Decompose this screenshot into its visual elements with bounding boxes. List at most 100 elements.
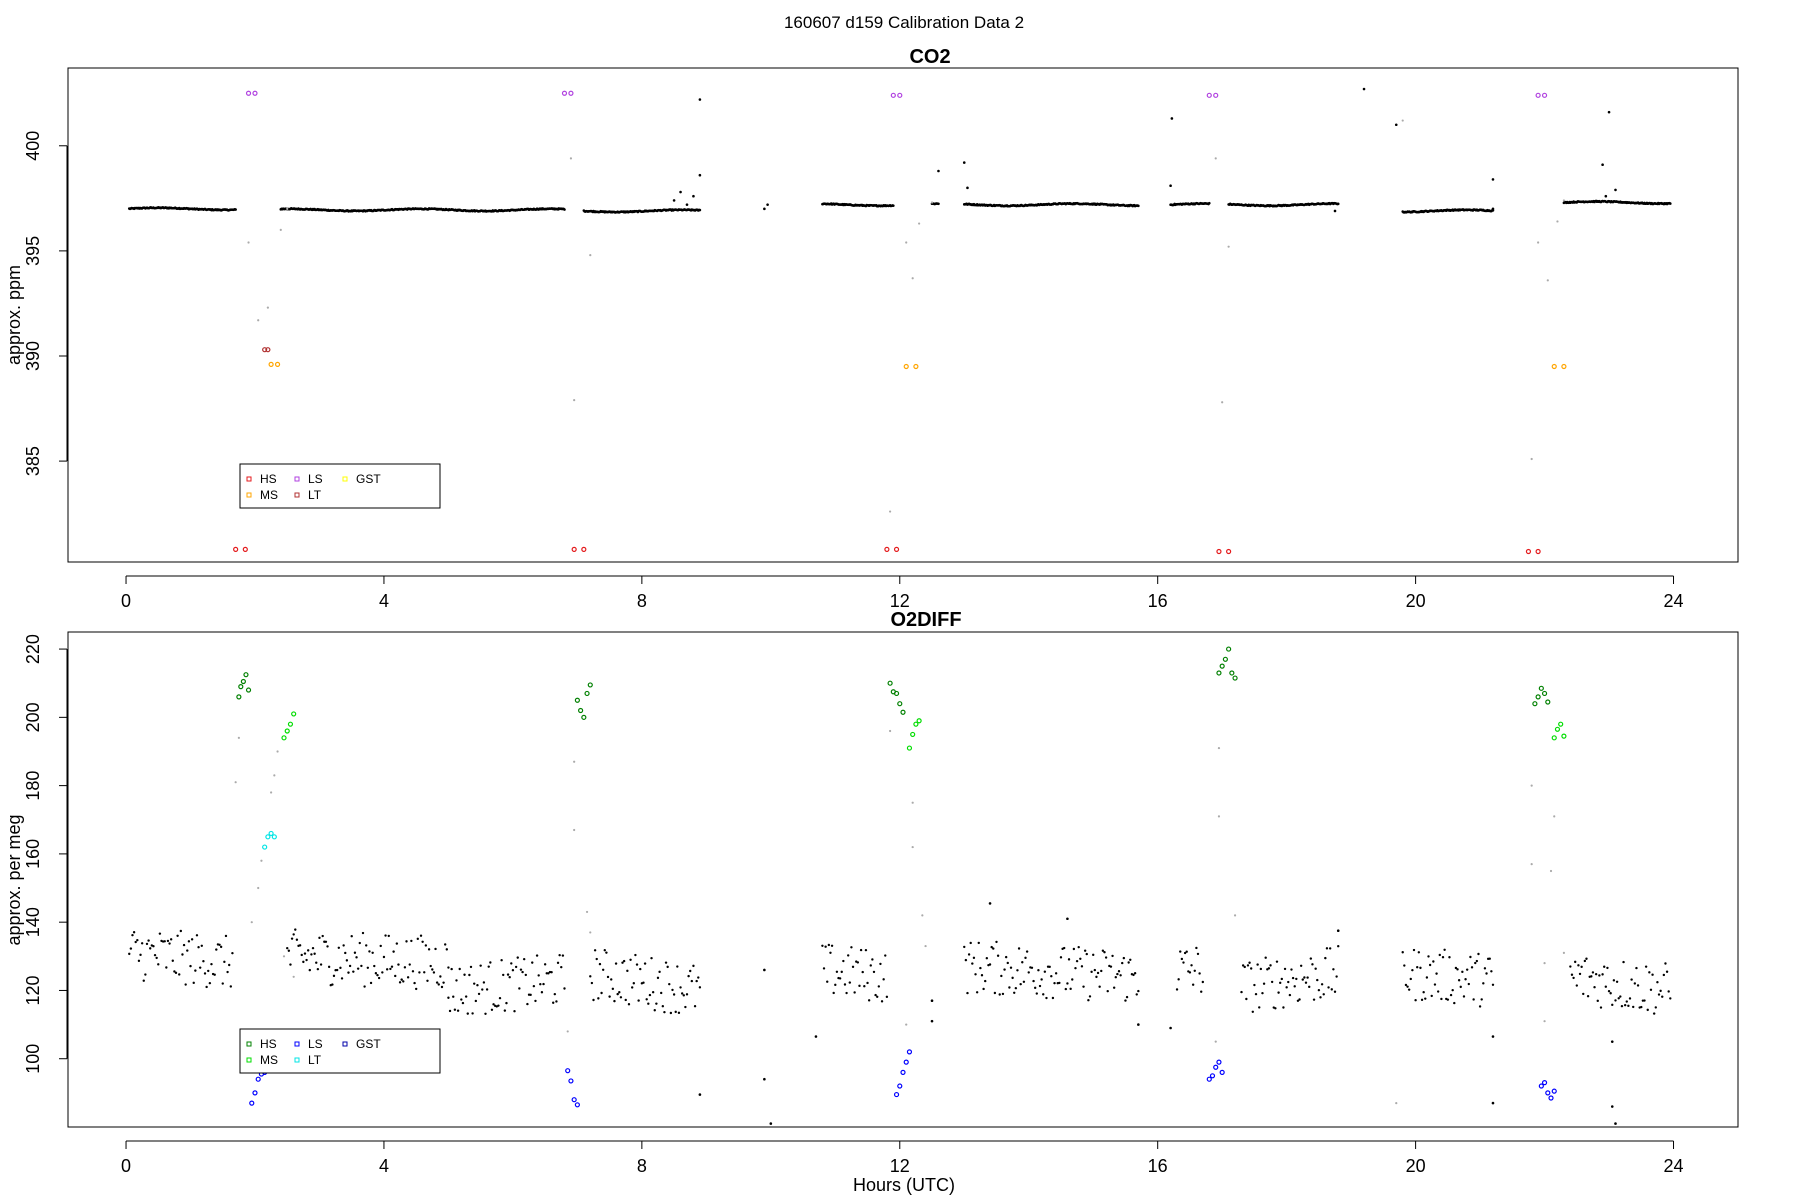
data-point — [1000, 974, 1003, 978]
data-point — [1614, 1122, 1617, 1125]
transition-point — [1233, 914, 1237, 917]
legend-box — [239, 463, 441, 509]
data-point — [553, 992, 557, 996]
data-point — [131, 933, 134, 937]
calibration-point-ms — [1551, 735, 1557, 741]
data-point — [414, 987, 418, 991]
calibration-point-hs — [574, 697, 580, 703]
data-point — [502, 973, 505, 977]
data-point — [680, 992, 684, 995]
data-point — [1578, 972, 1582, 976]
data-point — [1623, 1003, 1627, 1007]
data-point — [885, 995, 889, 999]
data-point — [1478, 1005, 1482, 1008]
data-point — [311, 946, 315, 950]
calibration-point-lt — [271, 834, 277, 840]
data-point — [1249, 967, 1253, 970]
data-point — [1659, 989, 1662, 993]
data-point — [540, 991, 544, 994]
data-point — [445, 948, 449, 951]
data-point — [650, 956, 653, 960]
transition-point — [566, 1030, 569, 1033]
data-point — [1311, 963, 1314, 966]
data-point — [1109, 965, 1113, 968]
data-point — [397, 963, 400, 966]
data-point — [508, 976, 511, 979]
data-point — [547, 972, 550, 975]
data-point — [1668, 202, 1672, 205]
data-point — [1092, 953, 1095, 957]
calibration-point-hs — [578, 707, 584, 714]
data-point — [993, 991, 997, 995]
data-point — [1193, 969, 1196, 973]
data-point — [1083, 949, 1087, 952]
data-point — [1337, 945, 1340, 948]
data-point — [361, 931, 365, 935]
y-tick-label: 395 — [23, 236, 43, 266]
data-point — [1412, 948, 1416, 952]
data-point — [671, 988, 674, 992]
data-point — [506, 973, 510, 976]
transition-point — [1556, 220, 1559, 223]
data-point — [1016, 969, 1019, 972]
x-tick-label: 4 — [379, 1156, 389, 1176]
data-point — [387, 934, 390, 938]
data-point — [1475, 959, 1479, 963]
data-point — [979, 966, 982, 970]
calibration-point-ms — [903, 363, 909, 370]
calibration-point-ls — [900, 1069, 906, 1075]
transition-point — [921, 914, 924, 917]
transition-point — [889, 510, 892, 513]
data-point — [634, 953, 637, 957]
data-point — [608, 995, 611, 998]
data-point — [1032, 979, 1035, 983]
calibration-point-ls — [574, 1102, 580, 1108]
calibration-point-lt — [262, 844, 268, 850]
data-point — [1119, 974, 1122, 977]
data-point — [1309, 957, 1313, 960]
calibration-point-hs — [1541, 690, 1548, 697]
data-point — [1480, 998, 1483, 1001]
data-point — [1304, 981, 1308, 984]
transition-point — [276, 750, 279, 753]
data-point — [1657, 993, 1661, 996]
data-point — [698, 986, 702, 989]
data-point — [1129, 958, 1132, 961]
data-point — [693, 1005, 697, 1008]
data-point — [672, 199, 676, 202]
data-point — [1027, 971, 1030, 974]
data-point — [453, 1008, 457, 1011]
transition-point — [247, 241, 250, 244]
transition-point — [1553, 815, 1556, 818]
data-point — [555, 1000, 558, 1003]
data-point — [419, 934, 423, 937]
data-point — [561, 954, 565, 957]
data-point — [1491, 178, 1495, 181]
data-point — [1040, 978, 1043, 981]
data-point — [642, 981, 645, 984]
transition-point — [1530, 863, 1533, 866]
data-point — [360, 964, 363, 968]
data-point — [186, 949, 189, 952]
data-point — [337, 946, 341, 949]
data-point — [373, 964, 376, 968]
data-point — [152, 944, 155, 948]
data-point — [1090, 970, 1093, 974]
data-point — [1619, 995, 1622, 998]
data-point — [598, 962, 602, 966]
transition-point — [905, 241, 908, 244]
data-point — [390, 965, 394, 968]
data-point — [1177, 978, 1180, 981]
data-point — [318, 936, 321, 940]
data-point — [1335, 975, 1338, 978]
transition-point — [266, 306, 269, 309]
data-point — [637, 999, 640, 1002]
data-point — [197, 946, 200, 949]
data-point — [1030, 966, 1034, 970]
data-point — [1116, 972, 1119, 976]
data-point — [1438, 953, 1441, 957]
calibration-point-ls — [565, 1068, 571, 1074]
data-point — [610, 978, 613, 981]
x-tick-label: 0 — [121, 1156, 131, 1176]
data-point — [1248, 961, 1251, 964]
